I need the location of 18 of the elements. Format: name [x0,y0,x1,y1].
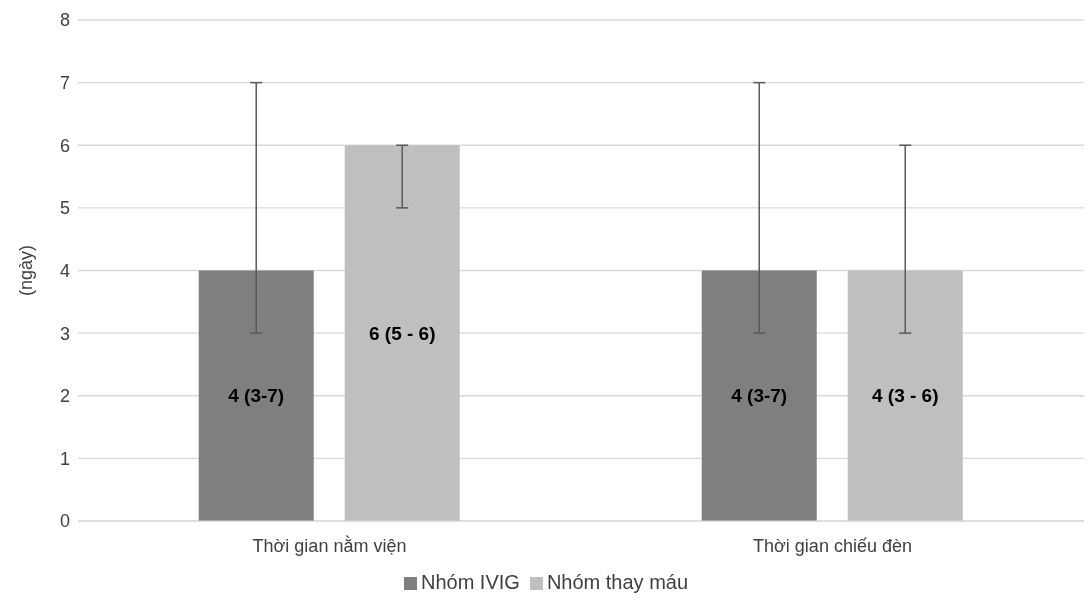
y-tick-label: 3 [59,323,70,344]
data-label: 4 (3-7) [731,385,788,407]
legend-label: Nhóm thay máu [546,571,689,593]
y-axis-title: (ngày) [16,244,37,297]
legend-label: Nhóm IVIG [420,571,520,593]
data-label: 4 (3 - 6) [871,385,939,407]
y-tick-label: 7 [59,73,70,94]
y-tick-label: 4 [59,260,70,281]
y-tick-label: 5 [59,198,70,219]
y-tick-label: 8 [59,10,70,31]
data-label: 6 (5 - 6) [368,322,436,344]
y-tick-label: 6 [59,135,70,156]
y-tick-label: 2 [59,386,70,407]
x-tick-label: Thời gian chiếu đèn [753,535,912,556]
y-tick-label: 1 [59,448,70,469]
x-tick-label: Thời gian nằm viện [252,534,407,556]
data-label: 4 (3-7) [228,385,285,407]
y-tick-label: 0 [59,511,70,532]
